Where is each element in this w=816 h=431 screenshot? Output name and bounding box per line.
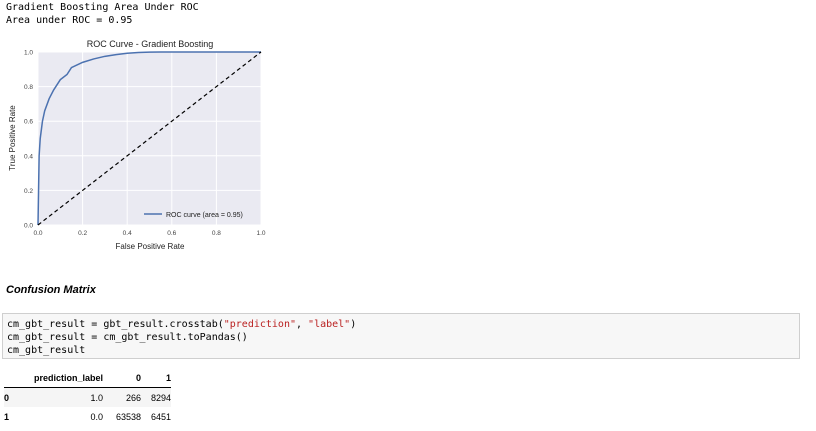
table-header-row: prediction_label 0 1 xyxy=(4,368,172,388)
confusion-matrix-heading: Confusion Matrix xyxy=(6,284,96,296)
row-index: 1 xyxy=(4,411,10,422)
cell-output-text: Gradient Boosting Area Under ROC Area und… xyxy=(6,1,199,27)
code-string: "label" xyxy=(308,319,351,330)
code-token: cm_gbt_result = gbt_result.crosstab( xyxy=(7,319,224,330)
column-header: 0 xyxy=(103,368,142,388)
legend: ROC curve (area = 0.95) xyxy=(144,212,243,219)
code-token: ) xyxy=(350,319,357,330)
table-row: 0 1.0 266 8294 xyxy=(4,387,172,407)
table-cell: 63538 xyxy=(116,411,142,422)
y-tick-label: 0.4 xyxy=(24,153,33,160)
code-line-3: cm_gbt_result xyxy=(7,345,86,356)
output-line-title: Gradient Boosting Area Under ROC xyxy=(6,2,199,13)
x-tick-label: 1.0 xyxy=(256,230,265,237)
code-cell[interactable]: cm_gbt_result = gbt_result.crosstab("pre… xyxy=(2,313,800,359)
table-cell: 8294 xyxy=(151,392,172,403)
y-tick-label: 0.0 xyxy=(24,223,33,230)
table-cell: 266 xyxy=(126,392,142,403)
legend-label: ROC curve (area = 0.95) xyxy=(166,212,243,219)
tick-labels: 0.0 0.2 0.4 0.6 0.8 1.0 0.0 0.2 0.4 0.6 0.8 1.0 xyxy=(24,50,266,238)
row-index: 0 xyxy=(4,392,10,403)
y-tick-label: 1.0 xyxy=(24,50,33,57)
chart-title: ROC Curve - Gradient Boosting xyxy=(87,39,214,49)
roc-curve-line xyxy=(37,51,261,226)
code-token: , xyxy=(296,319,309,330)
column-header: prediction_label xyxy=(34,368,104,388)
x-axis-label: False Positive Rate xyxy=(116,242,185,251)
code-line-2: cm_gbt_result = cm_gbt_result.toPandas() xyxy=(7,332,248,343)
x-tick-label: 0.4 xyxy=(123,230,132,237)
table-cell: 0.0 xyxy=(90,411,104,422)
x-tick-label: 0.8 xyxy=(212,230,221,237)
series-layer xyxy=(37,51,262,226)
table-cell: 6451 xyxy=(151,411,172,422)
roc-chart: 0.0 0.2 0.4 0.6 0.8 1.0 0.0 0.2 0.4 0.6 0.8 1.0 ROC… xyxy=(8,39,266,251)
code-string: "prediction" xyxy=(223,319,296,330)
x-tick-label: 0.2 xyxy=(78,230,87,237)
y-tick-label: 0.8 xyxy=(24,84,33,91)
output-line-auc: Area under ROC = 0.95 xyxy=(6,15,133,26)
column-header: 1 xyxy=(141,368,172,388)
confusion-matrix-table: prediction_label 0 1 0 1.0 266 8294 1 0.… xyxy=(4,368,172,426)
code-line-1: cm_gbt_result = gbt_result.crosstab("pre… xyxy=(7,318,356,331)
y-tick-label: 0.6 xyxy=(24,119,33,126)
y-tick-label: 0.2 xyxy=(24,188,33,195)
table-row: 1 0.0 63538 6451 xyxy=(4,407,172,426)
y-axis-label: True Positive Rate xyxy=(8,105,17,171)
index-header xyxy=(4,368,34,388)
chance-diagonal-line xyxy=(37,51,262,226)
x-tick-label: 0.6 xyxy=(167,230,176,237)
table-cell: 1.0 xyxy=(90,392,104,403)
x-tick-label: 0.0 xyxy=(33,230,42,237)
gridlines xyxy=(37,51,262,226)
